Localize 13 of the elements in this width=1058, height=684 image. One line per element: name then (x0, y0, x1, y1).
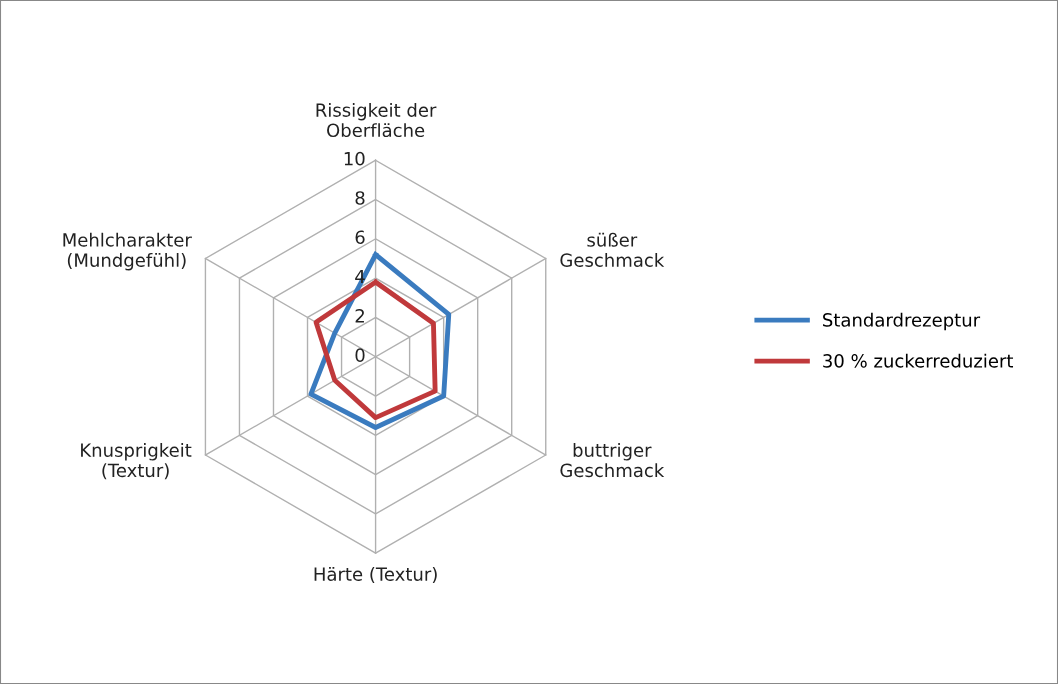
y-tick-label: 8 (355, 191, 365, 205)
y-tick-label: 6 (355, 230, 365, 245)
y-tick-label: 2 (355, 309, 364, 323)
y-tick-label: 10 (344, 151, 365, 166)
spoke-label: Härte (Textur) (314, 567, 437, 584)
spoke-label: Rissigkeit der Oberfläche (316, 102, 437, 138)
spoke-label: Knusprigkeit (Textur) (81, 443, 192, 480)
legend-label: 30 % zuckerreduziert (823, 353, 1014, 368)
legend-label: Standardrezeptur (823, 312, 981, 331)
spoke-label: Mehlcharakter (Mundgefühl) (63, 232, 192, 271)
spoke-label: buttriger Geschmack (560, 443, 665, 478)
spoke-label: süßer Geschmack (560, 232, 665, 267)
y-tick-label: 0 (355, 348, 365, 362)
